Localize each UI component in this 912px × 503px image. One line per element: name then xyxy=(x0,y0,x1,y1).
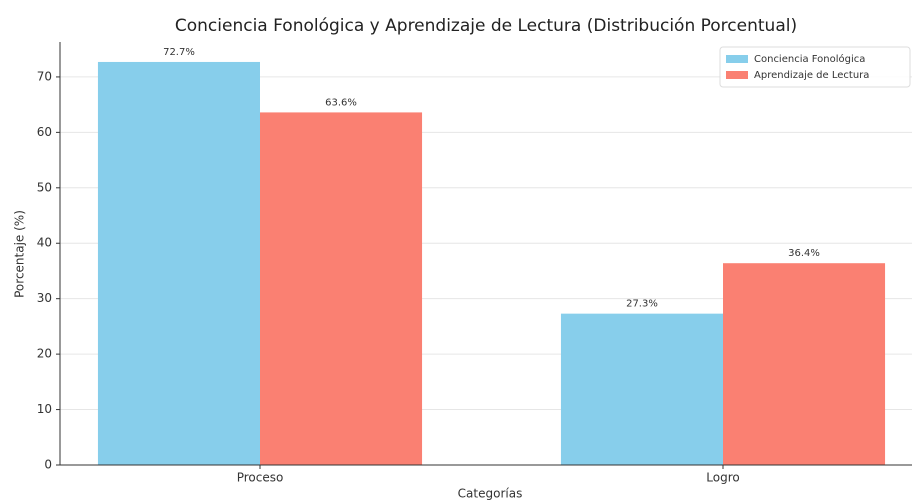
x-tick-label: Proceso xyxy=(237,471,284,485)
legend-box xyxy=(719,46,911,88)
value-label: 63.6% xyxy=(325,97,357,108)
legend-label: Conciencia Fonológica xyxy=(754,53,865,65)
legend-swatch xyxy=(726,71,748,79)
bar xyxy=(260,112,423,466)
y-tick-label: 30 xyxy=(37,291,52,305)
y-axis-label: Porcentaje (%) xyxy=(13,210,27,298)
legend-label: Aprendizaje de Lectura xyxy=(754,70,869,81)
value-label: 27.3% xyxy=(626,299,658,310)
x-tick-label: Logro xyxy=(706,471,739,485)
foreground: 0 10 20 30 40 50 60 70 72.7% 27.3% 63.6% 36.4% Proce… xyxy=(37,42,912,485)
y-tick-label: 10 xyxy=(37,402,52,416)
bar xyxy=(560,313,723,465)
y-tick-label: 40 xyxy=(37,236,52,250)
y-tick-label: 0 xyxy=(44,458,52,472)
legend-swatch xyxy=(726,55,748,63)
value-label: 72.7% xyxy=(163,47,195,58)
bars xyxy=(97,61,886,466)
y-tick-label: 50 xyxy=(37,180,52,194)
chart-title: Conciencia Fonológica y Aprendizaje de L… xyxy=(175,16,797,36)
y-tick-label: 20 xyxy=(37,347,52,361)
bar xyxy=(723,263,886,465)
bar xyxy=(97,61,260,465)
value-label: 36.4% xyxy=(788,248,820,259)
y-tick-label: 60 xyxy=(37,125,52,139)
x-axis-label: Categorías xyxy=(458,487,523,501)
y-tick-label: 70 xyxy=(37,69,52,83)
